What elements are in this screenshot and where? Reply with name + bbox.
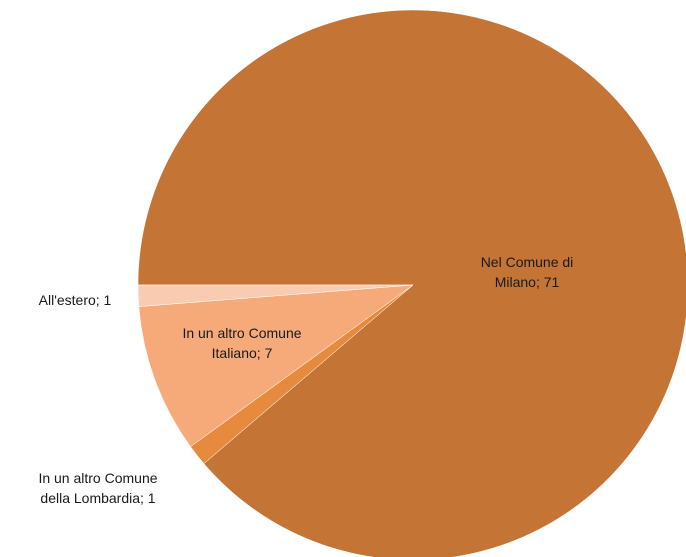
pie-slice (138, 284, 414, 447)
data-label: In un altro Comune Italiano; 7 (182, 325, 302, 361)
data-label: Nel Comune di Milano; 71 (480, 254, 574, 290)
pie-slice (137, 9, 686, 557)
data-label: In un altro Comune della Lombardia; 1 (38, 470, 158, 506)
data-label: All'estero; 1 (38, 292, 112, 308)
pie-slice (137, 284, 414, 307)
